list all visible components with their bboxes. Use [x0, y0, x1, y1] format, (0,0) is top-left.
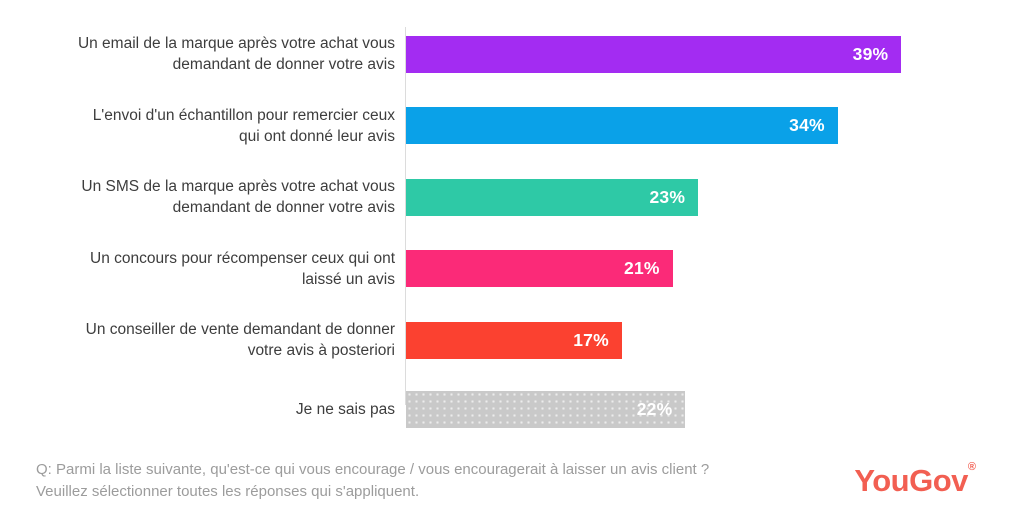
bar-track: 17% — [406, 321, 1024, 359]
bar: 22% — [406, 390, 686, 428]
footer-question-line2: Veuillez sélectionner toutes les réponse… — [36, 483, 420, 500]
bar-track: 22% — [406, 390, 1024, 428]
value-label: 22% — [636, 398, 673, 419]
value-label: 34% — [789, 115, 825, 135]
category-label: Je ne sais pas — [295, 400, 395, 418]
value-label: 23% — [649, 186, 686, 207]
survey-bar-chart: Un email de la marque après votre achat … — [0, 27, 1024, 428]
bar-row: Un SMS de la marque après votre achat vo… — [0, 176, 1024, 218]
category-label: Un concours pour récompenser ceux qui on… — [90, 249, 395, 288]
yougov-logo-text: YouGov — [854, 463, 968, 498]
bar: 39% — [406, 35, 902, 73]
bar-track: 21% — [406, 250, 1024, 287]
value-label: 21% — [624, 258, 660, 278]
bar: 17% — [406, 321, 622, 359]
bar: 23% — [406, 178, 699, 216]
footer-question: Q: Parmi la liste suivante, qu'est-ce qu… — [36, 459, 709, 504]
bar-track: 23% — [406, 178, 1024, 216]
category-label: Un SMS de la marque après votre achat vo… — [81, 178, 395, 216]
value-label: 39% — [852, 43, 889, 64]
category-label: L'envoi d'un échantillon pour remercier … — [92, 106, 395, 145]
footer-question-line1: Q: Parmi la liste suivante, qu'est-ce qu… — [36, 460, 710, 478]
bar-row: Je ne sais pas 22% — [0, 390, 1024, 428]
bar-track: 39% — [406, 35, 1024, 73]
bar-row: Un concours pour récompenser ceux qui on… — [0, 248, 1024, 290]
bar: 34% — [406, 107, 838, 144]
bar-row: Un email de la marque après votre achat … — [0, 33, 1024, 75]
bar-track: 34% — [406, 107, 1024, 144]
value-label: 17% — [573, 329, 609, 350]
bar-rows: Un email de la marque après votre achat … — [0, 33, 1024, 428]
chart-footer: Q: Parmi la liste suivante, qu'est-ce qu… — [0, 459, 1024, 504]
yougov-logo: YouGov® — [854, 461, 976, 499]
category-label: Un conseiller de vente demandant de donn… — [85, 321, 395, 359]
bar-row: L'envoi d'un échantillon pour remercier … — [0, 105, 1024, 147]
category-label: Un email de la marque après votre achat … — [77, 35, 395, 73]
y-axis-line — [405, 27, 406, 405]
bar-row: Un conseiller de vente demandant de donn… — [0, 319, 1024, 361]
registered-trademark-icon: ® — [967, 461, 976, 473]
bar: 21% — [406, 250, 673, 287]
